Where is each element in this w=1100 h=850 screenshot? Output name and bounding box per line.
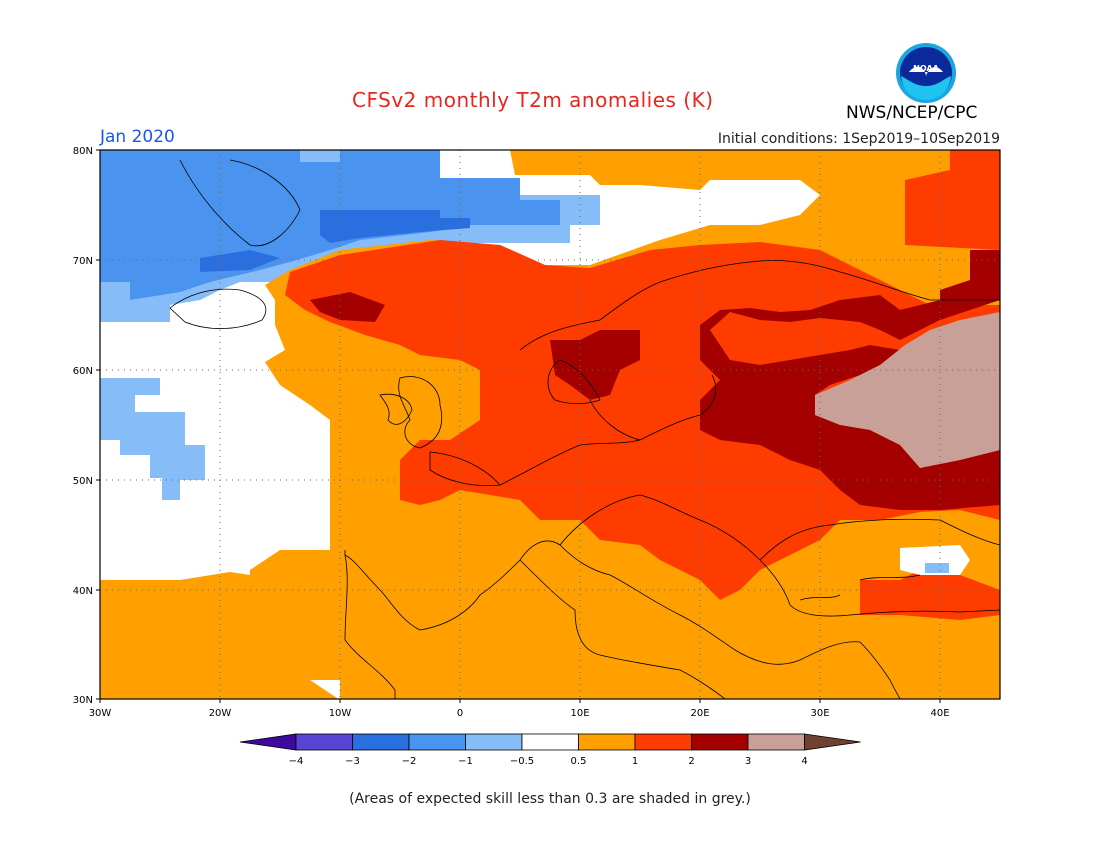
anomaly-region-warm-extreme: [815, 312, 1000, 468]
anomaly-region-warm-dark: [700, 250, 1000, 510]
colorbar-label: −3: [345, 756, 360, 767]
latitude-labels: 80N 70N 60N 50N 40N 30N: [73, 146, 93, 706]
anomaly-region-warm-mid: [285, 150, 1000, 600]
lat-label: 60N: [73, 366, 93, 377]
anomaly-region-neutral: [900, 545, 970, 575]
colorbar-segment: [634, 733, 692, 751]
forecast-month: Jan 2020: [100, 127, 175, 147]
colorbar-label: 0.5: [571, 756, 587, 767]
map-title: CFSv2 monthly T2m anomalies (K): [352, 88, 714, 112]
lon-label: 0: [457, 708, 463, 719]
lon-label: 20E: [690, 708, 709, 719]
colorbar-label: 4: [801, 756, 807, 767]
graticule: [100, 150, 1000, 699]
colorbar-segment: [352, 733, 410, 751]
colorbar-segment: [578, 733, 636, 751]
colorbar-label: 2: [688, 756, 694, 767]
lat-label: 40N: [73, 586, 93, 597]
colorbar-arrow-high: [804, 733, 861, 751]
colorbar-label: −1: [458, 756, 473, 767]
colorbar-segment: [521, 733, 579, 751]
lat-label: 30N: [73, 695, 93, 706]
anomaly-region-cold-light-2: [100, 378, 205, 500]
lon-label: 10W: [329, 708, 352, 719]
colorbar: −4 −3 −2 −1 −0.5 0.5 1 2 3 4: [239, 733, 861, 767]
anomaly-region-cold-dark: [200, 210, 470, 272]
noaa-logo: NOAA: [896, 43, 956, 103]
colorbar-label: −0.5: [510, 756, 534, 767]
colorbar-segment: [465, 733, 523, 751]
colorbar-segment: [295, 733, 353, 751]
anomaly-region-warm-mid-2: [860, 570, 1000, 620]
colorbar-label: −2: [402, 756, 417, 767]
noaa-logo-text: NOAA: [913, 64, 939, 73]
colorbar-label: −4: [289, 756, 304, 767]
lon-label: 20W: [209, 708, 232, 719]
colorbar-segment: [691, 733, 749, 751]
anomaly-region-warm-dark-2: [310, 292, 640, 400]
colorbar-segment: [747, 733, 805, 751]
anomaly-cold-spot: [925, 563, 949, 573]
colorbar-label: 3: [745, 756, 751, 767]
skill-note: (Areas of expected skill less than 0.3 a…: [349, 791, 751, 807]
colorbar-arrow-low: [239, 733, 297, 751]
longitude-labels: 30W 20W 10W 0 10E 20E 30E 40E: [89, 708, 950, 719]
lon-label: 10E: [570, 708, 589, 719]
initial-conditions: Initial conditions: 1Sep2019–10Sep2019: [717, 131, 1000, 147]
lat-label: 70N: [73, 256, 93, 267]
coastlines: [169, 159, 1000, 699]
colorbar-label: 1: [632, 756, 638, 767]
lat-label: 80N: [73, 146, 93, 157]
axis-ticks: [96, 149, 941, 703]
lat-label: 50N: [73, 476, 93, 487]
lon-label: 40E: [930, 708, 949, 719]
lon-label: 30W: [89, 708, 112, 719]
agency-label: NWS/NCEP/CPC: [846, 103, 978, 123]
map-frame: [99, 149, 1001, 700]
anomaly-field: [100, 150, 1000, 699]
colorbar-segment: [408, 733, 466, 751]
lon-label: 30E: [810, 708, 829, 719]
